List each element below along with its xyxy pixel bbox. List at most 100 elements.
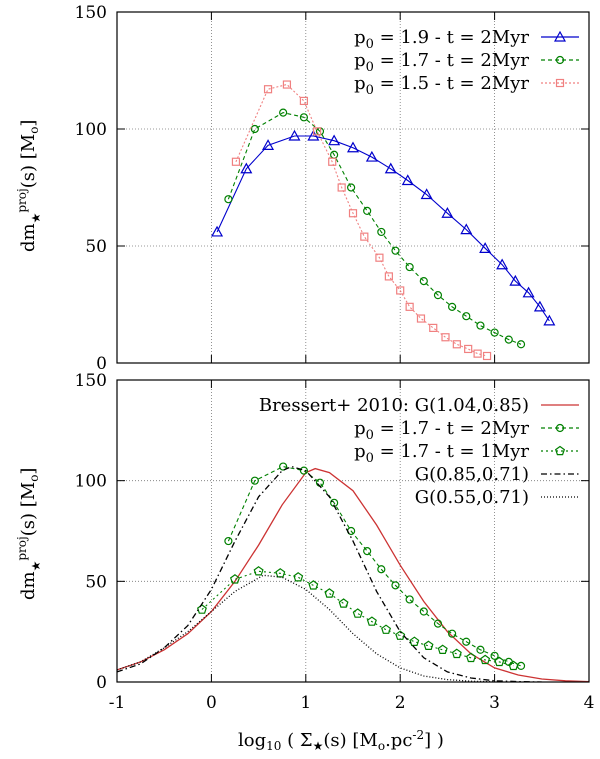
top-series-0-point xyxy=(509,274,522,286)
bottom-series-1-point xyxy=(419,607,428,616)
top-series-2-point xyxy=(313,127,322,136)
top-series-2-point xyxy=(375,253,384,262)
top-frame xyxy=(116,11,590,364)
top-ytick-label: 50 xyxy=(85,237,107,257)
top-series-1-point xyxy=(391,246,400,255)
top-series-2-point xyxy=(405,302,414,311)
top-series-2-point xyxy=(282,80,292,89)
bottom-series-1-point xyxy=(448,629,457,638)
bottom-ylabel: dm★proj(s) [Mo] xyxy=(15,468,43,600)
bottom-series-3-line xyxy=(117,465,542,682)
bottom-series-2-point xyxy=(196,604,207,614)
top-series-0-point xyxy=(384,162,397,174)
top-series-0-point xyxy=(240,162,253,174)
bottom-legend-label-2: p0 = 1.7 - t = 1Myr xyxy=(354,441,529,466)
bottom-series-2-point xyxy=(352,608,363,618)
bottom-legend-label-3: G(0.85,0.71) xyxy=(415,464,529,485)
bottom-ytick-label: 50 xyxy=(85,572,107,592)
bottom-series-1-point xyxy=(391,581,400,590)
bottom-ytick-label: 100 xyxy=(75,472,107,492)
top-legend-marker-1 xyxy=(555,55,565,65)
top-legend-label-1: p0 = 1.7 - t = 2Myr xyxy=(354,50,529,75)
top-series-1-point xyxy=(224,195,233,204)
bottom-xtick-label: 0 xyxy=(206,693,217,713)
top-legend-label-0: p0 = 1.9 - t = 2Myr xyxy=(354,27,529,52)
top-series-0-point xyxy=(328,134,341,146)
bottom-series-1-point xyxy=(224,536,233,546)
bottom-series-1-point xyxy=(363,547,372,556)
top-series-1-point xyxy=(279,108,288,117)
bottom-series-1-point xyxy=(250,476,259,485)
top-series-0-point xyxy=(288,129,301,141)
top-series-2-point xyxy=(416,314,426,323)
top-series-2-point xyxy=(441,333,450,342)
bottom-series-1-point xyxy=(476,645,485,654)
top-series-1-point xyxy=(490,328,499,337)
bottom-xtick-label: 1 xyxy=(300,693,311,713)
bottom-series-1-point xyxy=(433,619,443,628)
bottom-series-2-point xyxy=(494,656,505,667)
top-series-2-point xyxy=(452,340,461,349)
bottom-xtick-label: -1 xyxy=(109,693,126,713)
top-series-group xyxy=(211,80,556,361)
top-series-0-point xyxy=(365,150,378,162)
top-series-1-point xyxy=(363,206,372,215)
bottom-series-0-line xyxy=(117,467,589,682)
bottom-series-2-point xyxy=(308,580,319,590)
bottom-series-2-point xyxy=(451,648,462,659)
bottom-series-1-point xyxy=(279,462,288,471)
top-series-0-point xyxy=(543,314,556,326)
top-series-1-point xyxy=(419,277,428,286)
top-series-2-point xyxy=(464,344,473,354)
bottom-xtick-label: 4 xyxy=(584,693,595,713)
bottom-series-2-point xyxy=(324,588,335,598)
bottom-xlabel: log10 ( Σ★(s) [Mo.pc-2] ) xyxy=(238,728,444,753)
top-series-2-point xyxy=(482,351,492,361)
top-series-0-point xyxy=(307,129,320,141)
top-series-1-point xyxy=(347,183,356,192)
bottom-series-1-point xyxy=(315,478,325,487)
top-series-0-point xyxy=(401,174,414,186)
bottom-series-1-point xyxy=(299,466,309,475)
top-series-1-point xyxy=(299,113,309,122)
top-series-1-line xyxy=(227,112,522,345)
bottom-series-2-point xyxy=(253,566,264,576)
top-series-1-point xyxy=(448,302,457,311)
top-legend-marker-0 xyxy=(553,30,567,42)
top-series-0-point xyxy=(441,207,454,218)
top-series-2-point xyxy=(360,232,369,241)
bottom-legend-label-4: G(0.55,0.71) xyxy=(415,487,529,508)
top-ytick-label: 150 xyxy=(75,3,107,23)
top-series-0-point xyxy=(533,300,546,312)
bottom-frame xyxy=(116,379,590,683)
top-ytick-label: 0 xyxy=(96,354,107,374)
top-series-2-point xyxy=(429,323,438,332)
bottom-series-group xyxy=(117,462,589,682)
top-series-0-point xyxy=(262,139,275,150)
bottom-series-1-point xyxy=(462,637,471,646)
bottom-ytick-label: 150 xyxy=(75,371,107,391)
bottom-legend-label-1: p0 = 1.7 - t = 2Myr xyxy=(354,418,529,443)
top-ytick-label: 100 xyxy=(75,120,107,140)
bottom-series-2-point xyxy=(423,640,434,651)
top-series-2-line xyxy=(235,83,488,357)
bottom-series-2-point xyxy=(437,644,448,655)
bottom-series-1-line xyxy=(227,466,522,667)
top-series-0-point xyxy=(460,223,473,235)
bottom-legend-label-0: Bressert+ 2010: G(1.04,0.85) xyxy=(259,395,529,416)
bottom-xtick-label: 3 xyxy=(489,693,500,713)
top-series-1-point xyxy=(476,321,485,330)
bottom-series-2-point xyxy=(293,572,304,582)
top-series-0-line xyxy=(216,135,550,322)
top-series-2-point xyxy=(299,96,309,106)
top-ylabel: dm★proj(s) [Mo] xyxy=(15,120,43,252)
bottom-ytick-label: 0 xyxy=(96,673,107,693)
top-series-2-point xyxy=(231,157,241,166)
bottom-series-2-point xyxy=(480,654,491,665)
bottom-series-1-point xyxy=(516,661,526,670)
bottom-series-1-point xyxy=(377,565,386,574)
top-series-1-point xyxy=(504,335,513,344)
